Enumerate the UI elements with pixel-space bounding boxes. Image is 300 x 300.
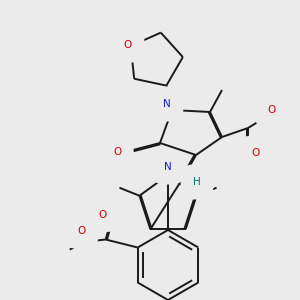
Text: O: O	[252, 148, 260, 158]
Text: N: N	[163, 99, 171, 109]
Text: O: O	[99, 209, 107, 220]
Text: N: N	[164, 162, 172, 172]
Text: O: O	[124, 40, 132, 50]
Text: O: O	[267, 105, 275, 115]
Text: O: O	[113, 147, 121, 157]
Text: H: H	[193, 177, 201, 187]
Text: O: O	[78, 226, 86, 236]
